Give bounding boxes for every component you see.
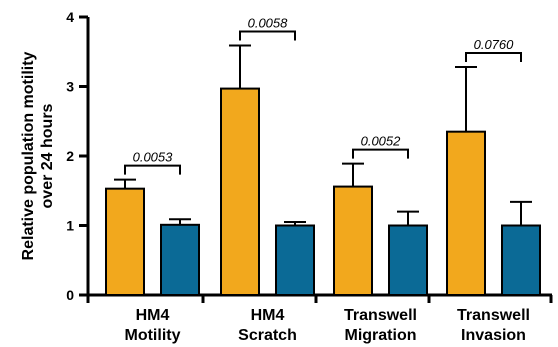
x-category-label-line-1: HM4	[251, 307, 285, 324]
significance-bracket	[465, 52, 522, 63]
y-axis-label-line-2: over 24 hours	[39, 103, 56, 208]
y-tick-label: 0	[66, 287, 74, 303]
x-category-label-line-2: Scratch	[238, 327, 297, 344]
y-tick-label: 2	[66, 148, 74, 164]
bar	[501, 224, 541, 296]
bar	[275, 224, 315, 296]
x-category-label-line-1: HM4	[136, 307, 170, 324]
x-category-label-line-2: Invasion	[461, 327, 526, 344]
bar	[220, 87, 260, 296]
y-axis-label-line-1: Relative population motility	[20, 51, 37, 260]
x-category-label-line-1: Transwell	[457, 307, 530, 324]
bar	[446, 130, 486, 296]
y-tick-label: 4	[66, 9, 74, 25]
y-tick-label: 3	[66, 79, 74, 95]
p-value-label: 0.0760	[474, 37, 515, 52]
bar	[160, 223, 200, 296]
bar	[105, 187, 145, 296]
significance-bracket	[239, 30, 296, 41]
p-value-label: 0.0058	[248, 15, 289, 30]
x-category-label-line-2: Motility	[125, 327, 181, 344]
x-category-label-line-1: Transwell	[344, 307, 417, 324]
significance-bracket	[124, 164, 181, 175]
bar	[333, 185, 373, 296]
bar	[388, 224, 428, 296]
x-category-label-line-2: Migration	[345, 327, 417, 344]
p-value-label: 0.0053	[133, 150, 174, 165]
significance-bracket	[352, 148, 409, 159]
y-tick-label: 1	[66, 218, 74, 234]
p-value-label: 0.0052	[361, 134, 402, 149]
